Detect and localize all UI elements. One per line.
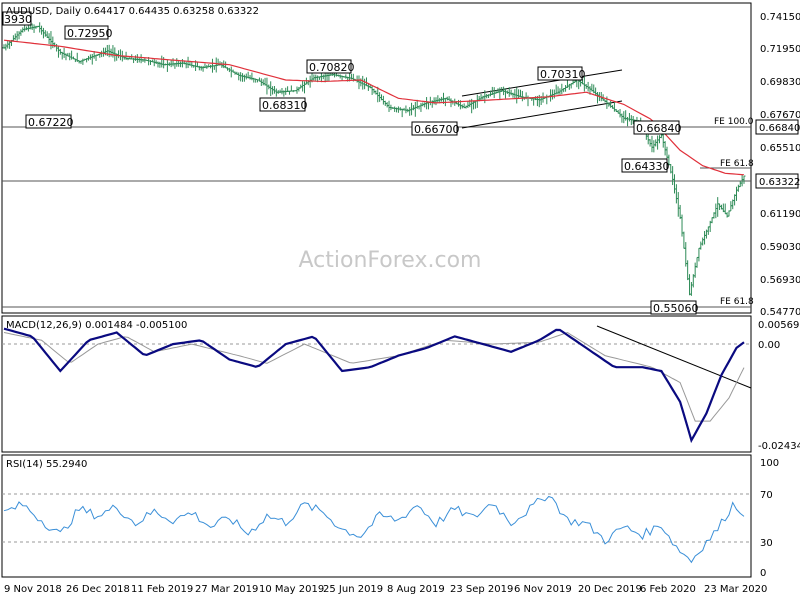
- watermark: ActionForex.com: [299, 248, 482, 273]
- fe-label-618-upper: FE 61.8: [720, 159, 754, 169]
- x-tick: 6 Feb 2020: [640, 584, 696, 595]
- price-label-group: 3930 0.72950 0.70820 0.68310 0.70310 0.6…: [2, 11, 699, 315]
- macd-signal-line: [3, 331, 745, 422]
- rsi-y-tick: 0: [760, 568, 766, 579]
- x-tick: 11 Feb 2019: [131, 584, 193, 595]
- ema-line: [3, 39, 745, 176]
- x-tick: 23 Mar 2020: [704, 584, 767, 595]
- level-tag-066840: 0.66840: [759, 123, 800, 134]
- rsi-line: [3, 495, 745, 564]
- price-label-box: [633, 120, 680, 135]
- x-tick: 9 Nov 2018: [4, 584, 62, 595]
- price-y-tick: 0.65510: [760, 143, 800, 154]
- price-label-box: [537, 66, 583, 81]
- price-label-072950: 0.72950: [67, 27, 113, 40]
- fe-label-618-lower: FE 61.8: [720, 297, 754, 307]
- rsi-y-tick: 70: [760, 490, 773, 501]
- price-label-box: [650, 300, 697, 315]
- x-tick: 6 Nov 2019: [514, 584, 572, 595]
- price-label-055060: 0.55060: [653, 302, 699, 315]
- price-label-070820: 0.70820: [309, 61, 355, 74]
- macd-line: [3, 327, 745, 444]
- fe-label-100: FE 100.0: [714, 117, 754, 127]
- price-y-tick: 0.59030: [760, 242, 800, 253]
- level-tag-box: [755, 173, 799, 189]
- macd-y-tick: -0.024344: [758, 441, 800, 452]
- channel-upper-line: [461, 69, 623, 97]
- price-label-box: [64, 25, 109, 40]
- price-y-tick: 0.74150: [760, 12, 800, 23]
- price-label-064330: 0.64330: [624, 160, 670, 173]
- price-label-068310: 0.68310: [262, 99, 308, 112]
- price-label-066840: 0.66840: [636, 122, 682, 135]
- price-y-tick: 0.61190: [760, 209, 800, 220]
- macd-trend-line: [596, 325, 752, 389]
- price-label-box: [306, 59, 352, 74]
- x-tick: 27 Mar 2019: [195, 584, 258, 595]
- macd-y-tick: 0.00: [758, 340, 780, 351]
- price-label-067220: 0.67220: [28, 116, 74, 129]
- x-tick: 10 May 2019: [259, 584, 324, 595]
- price-label-box: [25, 114, 72, 129]
- price-y-tick: 0.71950: [760, 44, 800, 55]
- price-y-tick: 0.56930: [760, 275, 800, 286]
- rsi-y-tick: 30: [760, 538, 773, 549]
- rsi-y-tick: 100: [760, 458, 779, 469]
- x-tick: 25 Jun 2019: [323, 584, 383, 595]
- macd-panel-frame: [1, 315, 752, 453]
- price-label-box: [2, 11, 32, 26]
- price-panel-frame: [1, 2, 752, 314]
- level-tag-box: [755, 119, 799, 135]
- x-tick: 23 Sep 2019: [450, 584, 513, 595]
- price-label-box: [621, 158, 668, 173]
- x-tick: 20 Dec 2019: [578, 584, 642, 595]
- price-label-3930: 3930: [4, 13, 32, 26]
- channel-lower-line: [461, 100, 623, 129]
- price-y-tick: 0.54770: [760, 307, 800, 318]
- rsi-header: RSI(14) 55.2940: [6, 459, 87, 470]
- price-y-tick: 0.67670: [760, 110, 800, 121]
- price-label-070310: 0.70310: [540, 68, 586, 81]
- x-tick: 26 Dec 2018: [66, 584, 130, 595]
- macd-header: MACD(12,26,9) 0.001484 -0.005100: [6, 320, 187, 331]
- price-y-tick: 0.69830: [760, 77, 800, 88]
- x-tick: 8 Aug 2019: [387, 584, 445, 595]
- level-tag-063322: 0.63322: [759, 177, 800, 188]
- price-y-axis: 0.74150 0.71950 0.69830 0.67670 0.65510 …: [760, 12, 800, 318]
- price-header: AUDUSD, Daily 0.64417 0.64435 0.63258 0.…: [6, 6, 259, 17]
- price-label-box: [411, 121, 458, 136]
- macd-y-tick: 0.005691: [758, 320, 800, 331]
- rsi-panel-frame: [1, 454, 752, 578]
- price-label-066700: 0.66700: [414, 123, 460, 136]
- x-axis: 9 Nov 2018 26 Dec 2018 11 Feb 2019 27 Ma…: [4, 584, 767, 595]
- price-label-box: [259, 97, 306, 112]
